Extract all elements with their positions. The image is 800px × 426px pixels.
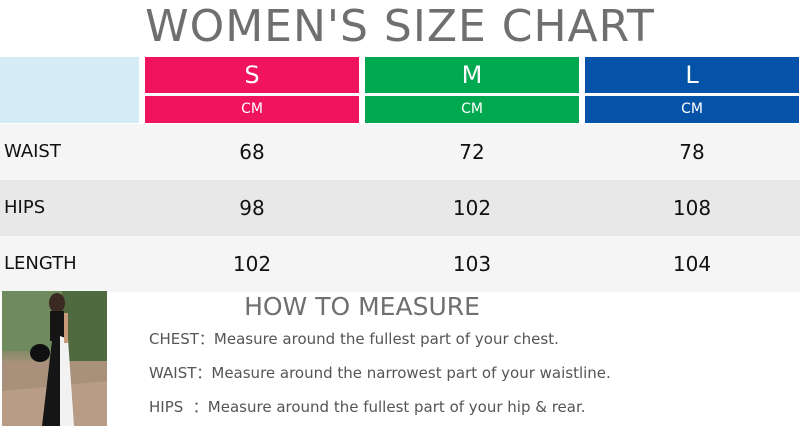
size-header-l: L — [585, 57, 799, 93]
cell-value: 103 — [452, 252, 492, 276]
unit-header-l: CM — [585, 96, 799, 123]
measure-hips-text: HIPS ：Measure around the fullest part of… — [149, 398, 586, 416]
cell-value: 108 — [672, 196, 712, 220]
header-corner-cell — [0, 57, 139, 123]
page-title: WOMEN'S SIZE CHART — [145, 1, 655, 52]
unit-header-s: CM — [145, 96, 359, 123]
cell-value: 98 — [239, 196, 265, 220]
size-header-s: S — [145, 57, 359, 93]
unit-header-m: CM — [365, 96, 579, 123]
measure-waist-text: WAIST：Measure around the narrowest part … — [149, 364, 611, 382]
cell-value: 104 — [672, 252, 712, 276]
how-to-measure-title: HOW TO MEASURE — [244, 292, 480, 321]
cell-value: 102 — [452, 196, 492, 220]
measure-chest-text: CHEST：Measure around the fullest part of… — [149, 330, 559, 348]
table-row-hips: HIPS 98 102 108 — [0, 180, 800, 236]
table-row-waist: WAIST 68 72 78 — [0, 124, 800, 180]
cell-value: 72 — [459, 140, 485, 164]
cell-value: 68 — [239, 140, 265, 164]
row-label: WAIST — [4, 141, 61, 162]
model-photo — [2, 291, 107, 426]
cell-value: 102 — [232, 252, 272, 276]
row-label: LENGTH — [4, 253, 77, 274]
model-illustration — [2, 291, 107, 426]
cell-value: 78 — [679, 140, 705, 164]
table-row-length: LENGTH 102 103 104 — [0, 236, 800, 292]
size-header-m: M — [365, 57, 579, 93]
row-label: HIPS — [4, 197, 46, 218]
